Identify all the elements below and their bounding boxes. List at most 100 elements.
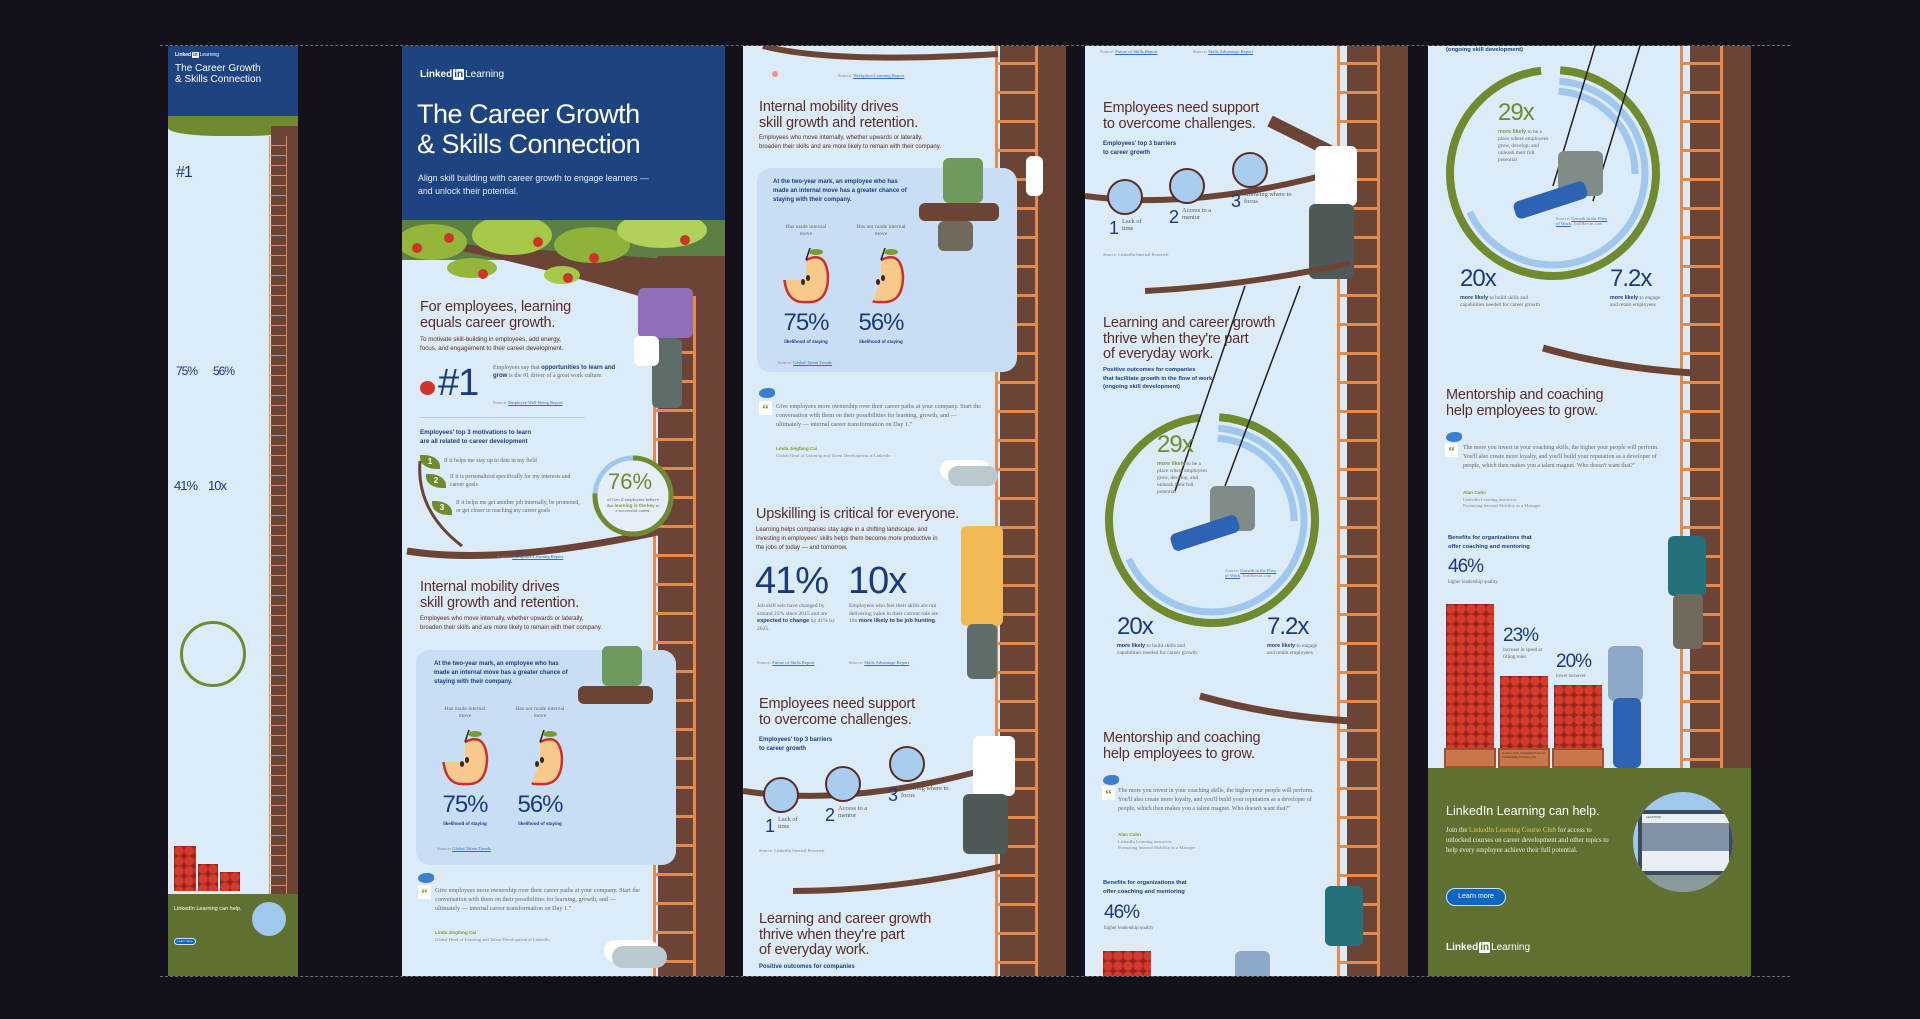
quote-mark-icon: “ bbox=[759, 401, 772, 416]
heading-line: Mentorship and coaching bbox=[1446, 387, 1604, 403]
title-line: & Skills Connection bbox=[175, 74, 262, 85]
leaf-number-badge: 2 bbox=[426, 474, 446, 488]
highlight-text: more likely bbox=[1157, 461, 1186, 467]
infographic-thumbnail[interactable]: Linked in Learning The Career Growth & Skil… bbox=[168, 46, 298, 976]
text: to engage and retain employees bbox=[1610, 295, 1661, 308]
source-link[interactable]: Growth in the Flow of Work bbox=[1556, 216, 1608, 226]
barrier-label: Access to a mentor bbox=[1182, 207, 1212, 222]
source-label: Source: bbox=[1556, 216, 1571, 221]
cloud-illustration bbox=[612, 946, 667, 968]
thumb-header: Linked in Learning The Career Growth & Skil… bbox=[168, 46, 298, 116]
highlight-text: more likely bbox=[1267, 643, 1296, 649]
thumb-apples bbox=[174, 846, 196, 891]
apple-missing-slice bbox=[515, 732, 540, 790]
thumb-footer-heading: LinkedIn Learning can help. bbox=[174, 906, 242, 912]
source-label: Source: bbox=[757, 660, 772, 665]
source-link[interactable]: Global Talent Trends bbox=[793, 360, 832, 365]
apple-crate bbox=[1552, 748, 1604, 768]
source-link[interactable]: Skills Advantage Report bbox=[864, 660, 910, 665]
highlight-text: more likely bbox=[1610, 295, 1639, 301]
stat-description: more likely to be a place where employee… bbox=[1157, 461, 1209, 496]
outcome-arc-20x bbox=[1116, 424, 1308, 616]
box-text: At the two-year mark, an employee who ha… bbox=[434, 661, 568, 685]
mentorship-branch bbox=[1542, 344, 1693, 377]
lower-branch bbox=[793, 863, 1003, 894]
stat-value: 7.2x bbox=[1267, 613, 1309, 640]
source-link[interactable]: Workplace Learning Report bbox=[512, 554, 564, 559]
quote-mark-icon: “ bbox=[1445, 443, 1458, 458]
apple-stem bbox=[539, 729, 545, 743]
body-line: Employees who move internally, whether u… bbox=[420, 616, 584, 622]
outcomes-ring-chart bbox=[1446, 66, 1660, 280]
apple-icon bbox=[420, 381, 435, 395]
source-link[interactable]: Growth in the Flow of Work bbox=[1225, 568, 1277, 578]
apple-seed bbox=[465, 757, 469, 763]
genz-stat-value: 76% bbox=[608, 469, 653, 494]
source-link[interactable]: Skills Advantage Report bbox=[1208, 49, 1254, 54]
quote-text: Give employees more ownership over their… bbox=[776, 403, 981, 428]
mentor-conversation-icon bbox=[1169, 168, 1205, 204]
thumb-stat: 10x bbox=[208, 478, 227, 493]
thumb-learn-more-button[interactable]: Learn more bbox=[174, 938, 196, 945]
source-citation: Source: Future of Skills Report bbox=[1100, 49, 1157, 54]
thumb-logo: Linked in Learning bbox=[175, 52, 219, 58]
stat-caption: likelihood of staying bbox=[443, 821, 487, 826]
source-label: Source: bbox=[1193, 49, 1208, 54]
course-club-link[interactable]: LinkedIn Learning Course Club bbox=[1469, 827, 1557, 834]
barrier-item-3: 3 Knowing where to focus bbox=[888, 785, 958, 805]
heading-line: are all related to career development bbox=[420, 437, 528, 445]
section-body: Learning helps companies stay agile in a… bbox=[756, 527, 938, 551]
outcome-arc-20x bbox=[1457, 77, 1649, 269]
stat-value: 10x bbox=[848, 560, 907, 602]
barrier-number: 2 bbox=[1169, 207, 1180, 227]
stat-value: 46% bbox=[1448, 556, 1484, 577]
text: Employees say that bbox=[493, 365, 540, 371]
crate-source-citation: Source: The Changing Face of Leadership,… bbox=[1502, 751, 1545, 760]
heading-line: help employees to grow. bbox=[1446, 402, 1598, 419]
apple-stack-bar bbox=[1500, 676, 1548, 748]
motivation-item: If it helps me stay up to date in my fie… bbox=[444, 458, 537, 464]
source-link[interactable]: Employee Well-Being Report bbox=[508, 400, 563, 405]
text: by 41% by 2025. bbox=[757, 618, 835, 632]
apple-half-chart bbox=[856, 247, 905, 308]
cta-footer: LinkedIn Learning can help. Join the Lin… bbox=[1428, 768, 1751, 976]
source-link[interactable]: Workplace Learning Report bbox=[853, 73, 905, 78]
course-banner bbox=[1642, 823, 1729, 851]
apple-half-chart bbox=[440, 729, 489, 786]
heading-line: skill growth and retention. bbox=[759, 114, 919, 131]
bluebird-icon bbox=[1446, 432, 1462, 442]
source-citation: Source: Workplace Learning Report bbox=[838, 73, 904, 78]
heading-line: skill growth and retention. bbox=[420, 594, 580, 611]
heading-line: help employees to grow. bbox=[1103, 745, 1255, 762]
sitting-person-illustration bbox=[602, 646, 642, 686]
genz-donut-ring bbox=[592, 455, 674, 537]
source-citation: Source: Future of Skills Report bbox=[757, 660, 814, 665]
benefits-heading: Benefits for organizations that offer coa… bbox=[1448, 534, 1532, 551]
quote-author-title: LinkedIn Learning instructor, Promoting I… bbox=[1463, 497, 1541, 509]
bluebird-icon bbox=[418, 873, 434, 883]
source-citation: Source: LinkedIn Internal Research bbox=[1103, 252, 1169, 257]
body-line: focus, and engagement to their career de… bbox=[420, 345, 564, 352]
source-label: Source: bbox=[849, 660, 864, 665]
section-heading-upskilling: Upskilling is critical for everyone. bbox=[756, 506, 960, 522]
learn-more-button[interactable]: Learn more bbox=[1446, 888, 1506, 906]
stat-description: more likely to engage and retain employe… bbox=[1267, 643, 1322, 657]
highlight-text: more likely bbox=[1117, 643, 1146, 649]
source-link[interactable]: Future of Skills Report bbox=[772, 660, 815, 665]
source-link[interactable]: Future of Skills Report bbox=[1115, 49, 1158, 54]
quote-author-title: Global Head of Learning and Talent Devel… bbox=[435, 937, 550, 942]
outcome-arc-29x bbox=[1446, 66, 1660, 280]
stat-value: 20% bbox=[1556, 651, 1592, 672]
title-line: Promoting Internal Mobility as a Manager bbox=[1463, 503, 1541, 508]
heading-line: Benefits for organizations that bbox=[1103, 880, 1187, 886]
climber-purple-shirt-illustration bbox=[638, 288, 693, 338]
barrier-item-1: 1 Lack of time bbox=[1109, 218, 1159, 238]
infographic-panel-4: (ongoing skill development) 29x more lik… bbox=[1428, 46, 1751, 976]
body-line: Employees who move internally, whether u… bbox=[759, 135, 923, 141]
hardhat-climber-illustration bbox=[1315, 146, 1357, 206]
page-title: The Career Growth & Skills Connection bbox=[417, 99, 641, 159]
genz-stat-description: of Gen Z employees believe that learning… bbox=[606, 497, 660, 514]
source-suffix: , JoshBersin.com bbox=[1239, 573, 1272, 578]
barrier-label: Knowing where to focus bbox=[901, 785, 949, 800]
source-link[interactable]: Global Talent Trends bbox=[452, 846, 491, 851]
